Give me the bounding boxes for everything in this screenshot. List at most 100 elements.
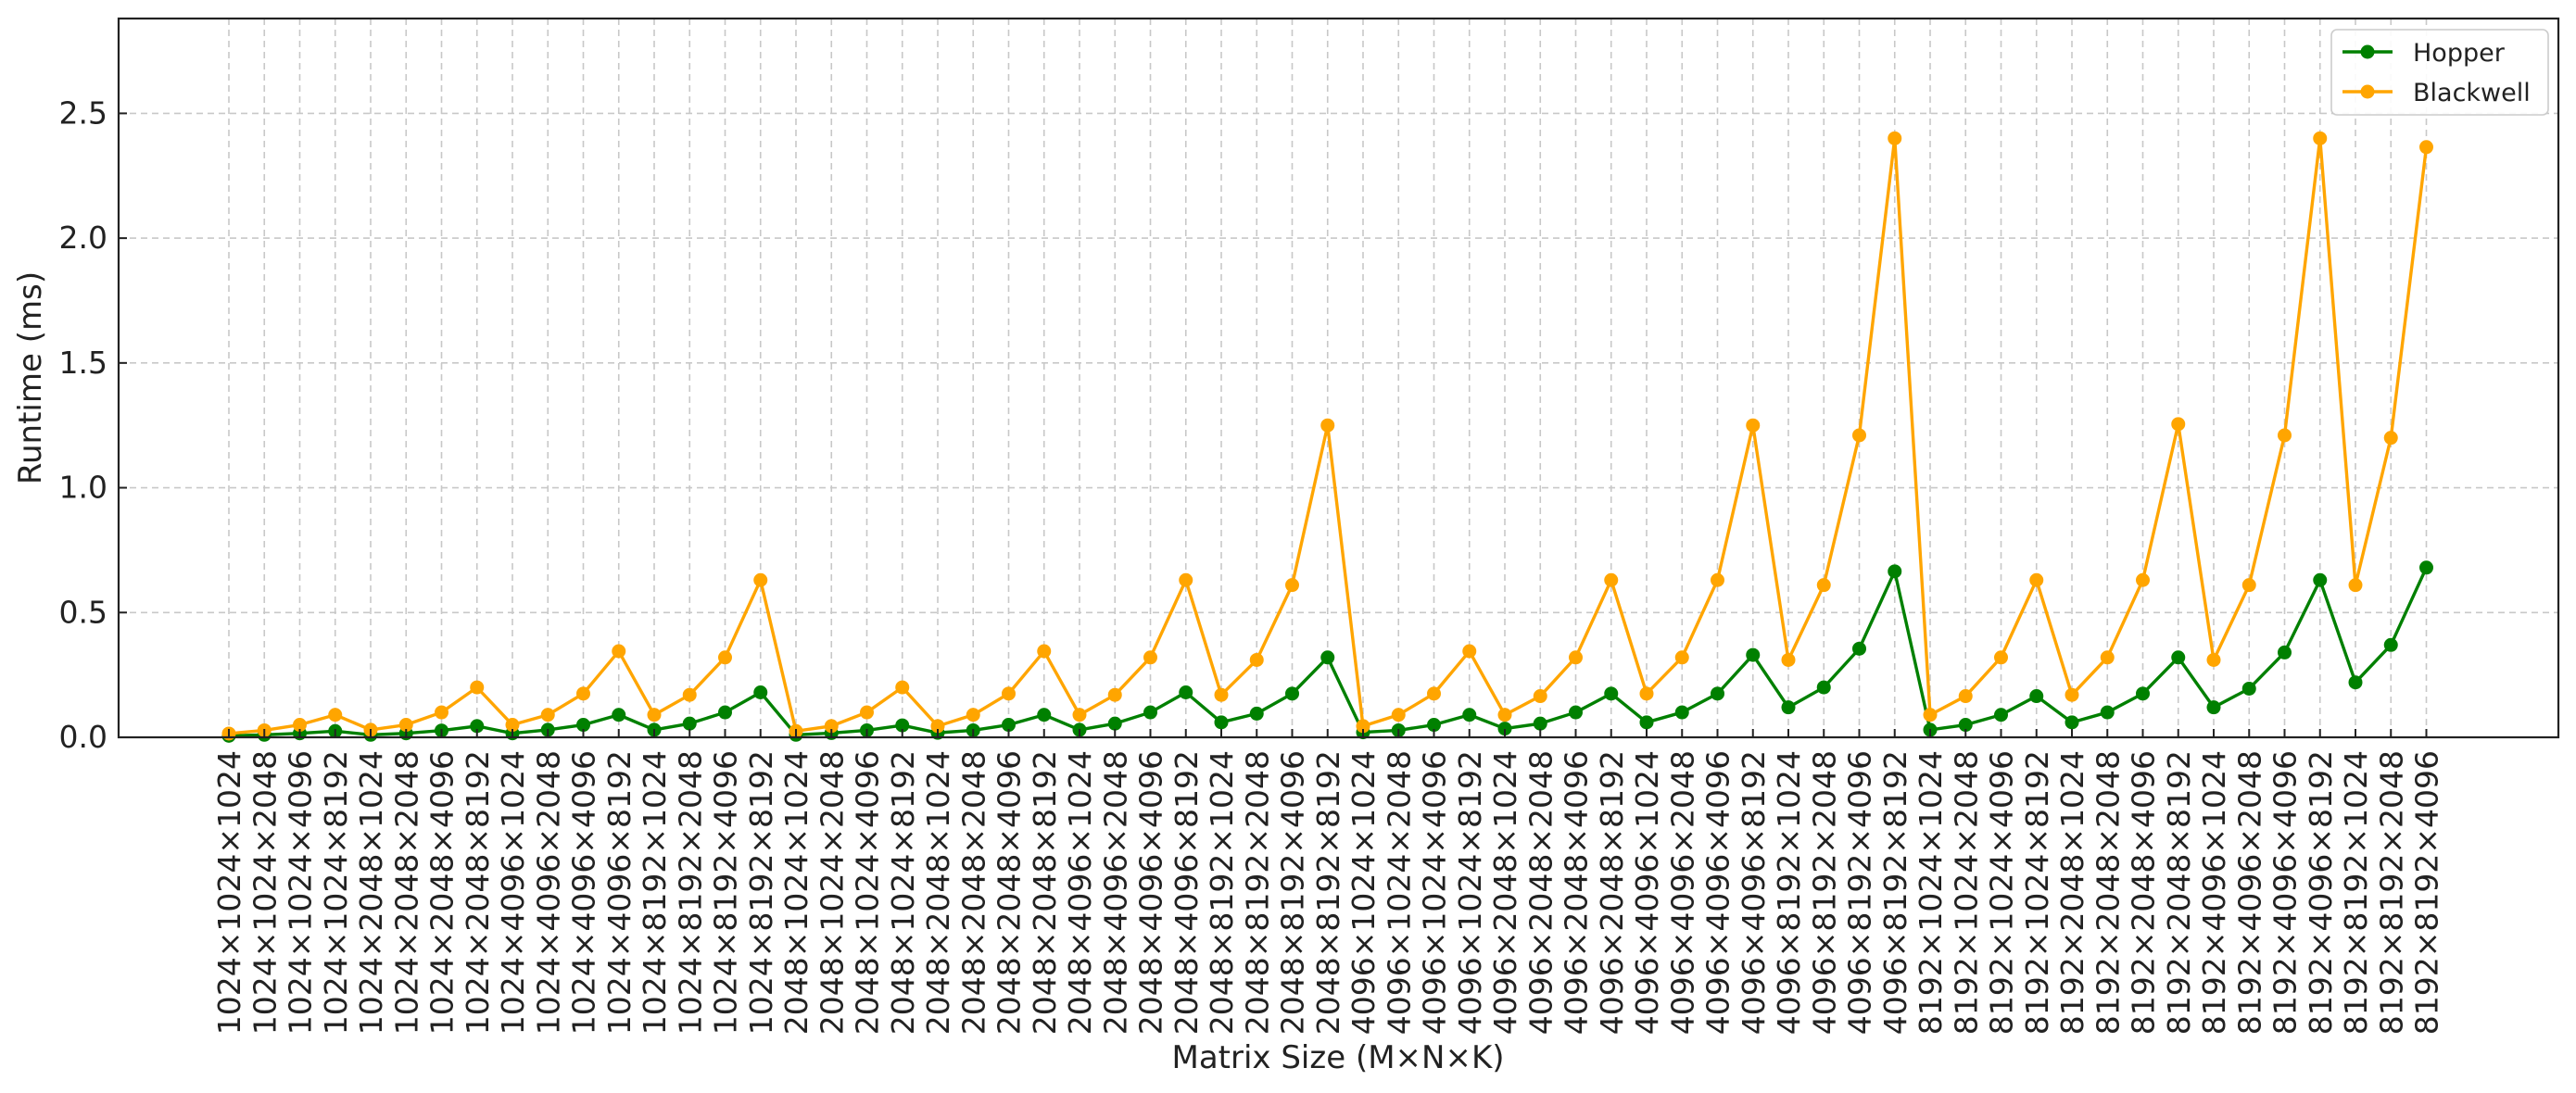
hopper-data-point	[1852, 641, 1866, 656]
blackwell-data-point	[824, 719, 839, 734]
x-tick-label: 4096×8192×8192	[1877, 750, 1913, 1035]
x-tick-label: 8192×1024×4096	[1984, 750, 2020, 1035]
hopper-data-point	[1462, 708, 1477, 722]
x-tick-label: 1024×4096×2048	[530, 750, 566, 1035]
x-tick-label: 1024×4096×8192	[601, 750, 638, 1035]
hopper-data-point	[2383, 637, 2398, 652]
y-axis-label: Runtime (ms)	[12, 271, 49, 484]
y-tick-label: 2.0	[59, 220, 107, 256]
blackwell-data-point	[1711, 572, 1724, 587]
blackwell-data-point	[1923, 708, 1938, 722]
hopper-data-point	[2278, 645, 2292, 660]
blackwell-data-point	[1604, 572, 1619, 587]
y-tick-label: 1.0	[59, 470, 107, 506]
hopper-data-point	[1604, 686, 1619, 701]
blackwell-data-point	[328, 708, 343, 722]
blackwell-data-point	[1639, 686, 1654, 701]
x-tick-label: 2048×1024×1024	[778, 750, 814, 1035]
hopper-data-point	[2136, 686, 2150, 701]
blackwell-data-point	[718, 650, 732, 665]
x-tick-label: 8192×1024×8192	[2019, 750, 2055, 1035]
blackwell-data-point	[753, 572, 768, 587]
legend-hopper-label: Hopper	[2413, 39, 2506, 68]
blackwell-data-point	[860, 705, 874, 720]
x-tick-label: 1024×2048×2048	[388, 750, 424, 1035]
blackwell-data-point	[895, 680, 910, 695]
blackwell-data-point	[1462, 644, 1477, 659]
blackwell-data-point	[398, 718, 413, 733]
blackwell-data-point	[966, 708, 980, 722]
x-tick-label: 1024×8192×4096	[708, 750, 744, 1035]
hopper-data-point	[2029, 689, 2044, 704]
blackwell-data-point	[1391, 708, 1406, 722]
hopper-data-point	[1037, 708, 1052, 722]
legend: Hopper Blackwell	[2330, 29, 2549, 116]
x-tick-label: 1024×1024×1024	[211, 750, 247, 1035]
x-tick-label: 4096×1024×4096	[1417, 750, 1453, 1035]
x-tick-label: 4096×1024×8192	[1452, 750, 1488, 1035]
hopper-data-point	[1285, 686, 1299, 701]
hopper-data-point	[2313, 572, 2328, 587]
x-tick-label: 8192×4096×8192	[2303, 750, 2339, 1035]
hopper-data-point	[1002, 718, 1016, 733]
blackwell-data-point	[470, 680, 485, 695]
blackwell-data-point	[1781, 652, 1796, 667]
blackwell-data-point	[2136, 572, 2150, 587]
grid-lines	[119, 19, 2558, 738]
x-tick-label: 8192×8192×1024	[2338, 750, 2374, 1035]
blackwell-data-point	[1249, 652, 1264, 667]
x-tick-label: 8192×4096×1024	[2196, 750, 2232, 1035]
hopper-data-point	[1533, 716, 1547, 731]
blackwell-data-point	[2419, 140, 2433, 155]
hopper-data-point	[1781, 700, 1796, 715]
blackwell-data-point	[612, 644, 626, 659]
x-tick-label: 2048×8192×1024	[1204, 750, 1240, 1035]
blackwell-data-point	[293, 718, 307, 733]
y-tick-label: 0.0	[59, 719, 107, 755]
x-tick-label: 8192×8192×4096	[2409, 750, 2445, 1035]
hopper-data-point	[682, 716, 697, 731]
x-tick-label: 1024×4096×1024	[495, 750, 531, 1035]
hopper-data-point	[1179, 685, 1193, 699]
hopper-data-point	[1320, 650, 1335, 665]
x-tick-label: 8192×4096×2048	[2231, 750, 2267, 1035]
blackwell-data-point	[2383, 431, 2398, 446]
legend-hopper-marker	[2360, 44, 2375, 59]
blackwell-data-point	[2313, 131, 2328, 145]
x-tick-label: 2048×4096×2048	[1097, 750, 1133, 1035]
blackwell-data-point	[540, 708, 555, 722]
x-axis-label: Matrix Size (M×N×K)	[1171, 1039, 1504, 1076]
y-tick-label: 1.5	[59, 345, 107, 381]
x-tick-label: 4096×2048×1024	[1487, 750, 1523, 1035]
x-tick-label: 4096×4096×4096	[1700, 750, 1736, 1035]
hopper-data-point	[753, 685, 768, 699]
hopper-data-point	[2100, 705, 2115, 720]
x-tick-label: 2048×2048×2048	[955, 750, 991, 1035]
blackwell-data-point	[1107, 687, 1122, 702]
hopper-data-point	[2348, 675, 2363, 690]
x-tick-label: 1024×2048×4096	[424, 750, 461, 1035]
blackwell-data-point	[930, 719, 945, 734]
x-tick-label: 4096×4096×8192	[1736, 750, 1772, 1035]
hopper-data-point	[1143, 705, 1157, 720]
x-tick-label: 2048×4096×4096	[1133, 750, 1169, 1035]
hopper-data-point	[2065, 715, 2079, 730]
x-tick-label: 4096×4096×2048	[1664, 750, 1700, 1035]
x-tick-label: 2048×8192×4096	[1275, 750, 1311, 1035]
blackwell-data-point	[682, 687, 697, 702]
x-tick-label: 2048×8192×8192	[1310, 750, 1346, 1035]
x-tick-label: 2048×1024×2048	[814, 750, 850, 1035]
blackwell-data-point	[576, 686, 590, 701]
blackwell-data-point	[2100, 650, 2115, 665]
hopper-data-point	[576, 718, 590, 733]
blackwell-data-point	[1994, 650, 2008, 665]
blackwell-data-point	[2206, 652, 2221, 667]
legend-blackwell-label: Blackwell	[2413, 79, 2531, 107]
blackwell-data-point	[1320, 418, 1335, 433]
x-tick-label: 2048×1024×4096	[850, 750, 886, 1035]
hopper-data-point	[2206, 700, 2221, 715]
x-tick-label: 1024×8192×1024	[637, 750, 673, 1035]
y-tick-label: 2.5	[59, 94, 107, 131]
hopper-data-point	[612, 708, 626, 722]
blackwell-data-point	[1285, 578, 1299, 593]
